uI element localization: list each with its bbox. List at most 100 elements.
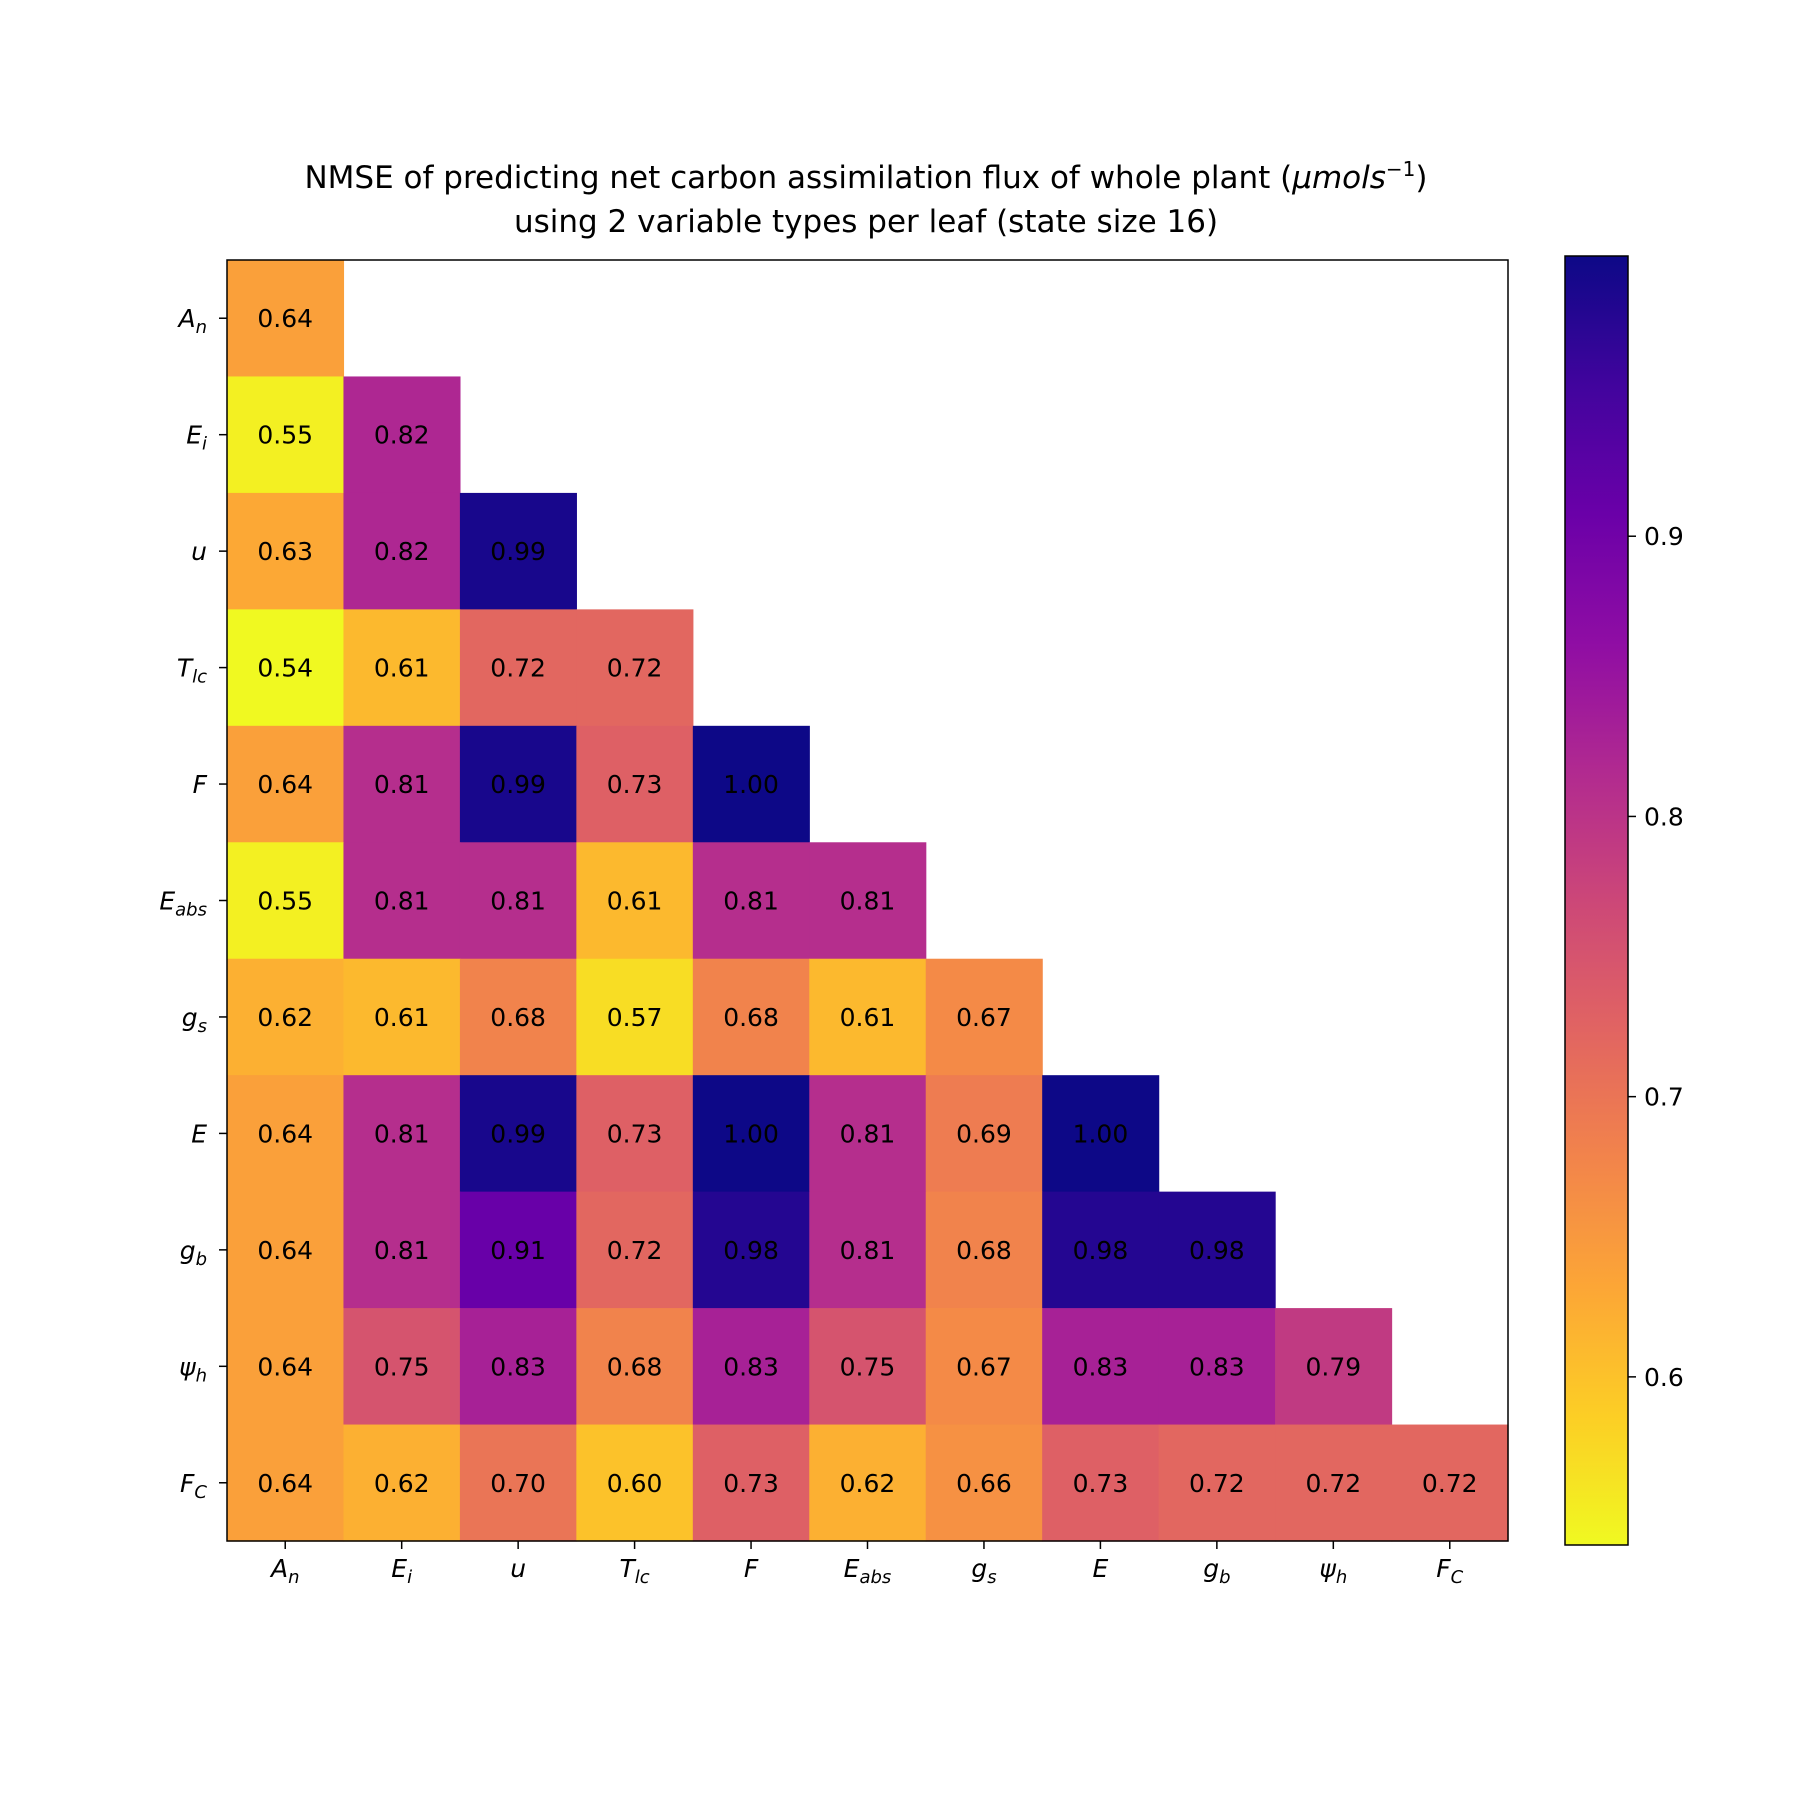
y-tick-label: u [191, 537, 207, 566]
colorbar [1564, 255, 1629, 1546]
heatmap-cell [227, 1424, 345, 1542]
cell-value-label: 0.73 [1073, 1469, 1129, 1498]
heatmap-cell [227, 609, 345, 727]
heatmap-cell [809, 1424, 927, 1542]
heatmap-cell [576, 842, 694, 960]
cell-value-label: 0.81 [374, 770, 430, 799]
heatmap-cell [576, 1191, 694, 1309]
heatmap-cell [459, 842, 577, 960]
y-tick-label: F [193, 770, 208, 799]
y-tick-label: Eabs [159, 887, 207, 921]
cell-value-label: 0.79 [1305, 1352, 1361, 1381]
heatmap-cell [576, 1075, 694, 1193]
cell-value-label: 0.55 [257, 887, 313, 916]
heatmap-cell [925, 958, 1043, 1076]
cell-value-label: 0.82 [374, 537, 430, 566]
heatmap-cell [692, 842, 810, 960]
heatmap-cell [1275, 1424, 1393, 1542]
cell-value-label: 0.72 [1422, 1469, 1478, 1498]
heatmap-cell [576, 1424, 694, 1542]
heatmap-cell [459, 1191, 577, 1309]
heatmap-cell [459, 958, 577, 1076]
heatmap-cell [576, 1308, 694, 1426]
heatmap-cell [1391, 1424, 1509, 1542]
cell-value-label: 0.69 [956, 1119, 1012, 1148]
cell-value-label: 0.63 [257, 537, 313, 566]
heatmap-cells: 0.64 0.55 0.82 0.63 0.82 0.99 0.54 0.61 0.72 0.72… [227, 260, 1509, 1542]
cell-value-label: 0.64 [257, 1119, 313, 1148]
heatmap-cell [692, 725, 810, 843]
cell-value-label: 0.81 [840, 1119, 896, 1148]
x-tick-label: gs [971, 1554, 996, 1588]
cell-value-label: 0.64 [257, 1469, 313, 1498]
cell-value-label: 0.73 [723, 1469, 779, 1498]
axis-ticks: An An Ei Ei u u Tlc Tlc F F Eabs Eabs gs gs E Egb gb ψh ψh… [159, 304, 1463, 1588]
cell-value-label: 0.98 [723, 1236, 779, 1265]
cell-value-label: 0.68 [607, 1352, 663, 1381]
cell-value-label: 0.64 [257, 770, 313, 799]
heatmap-cell [459, 492, 577, 610]
x-tick-label: Ei [391, 1554, 412, 1588]
y-tick-label: E [191, 1119, 207, 1148]
heatmap-cell [1275, 1308, 1393, 1426]
cell-value-label: 0.98 [1189, 1236, 1245, 1265]
cell-value-label: 0.61 [374, 654, 430, 683]
cell-value-label: 0.83 [1189, 1352, 1245, 1381]
colorbar-tick-label: 0.6 [1644, 1363, 1684, 1392]
heatmap-cell [925, 1191, 1043, 1309]
heatmap-cell [576, 958, 694, 1076]
cell-value-label: 0.54 [257, 654, 313, 683]
heatmap-cell [925, 1424, 1043, 1542]
cell-value-label: 0.83 [1073, 1352, 1129, 1381]
heatmap-cell [925, 1308, 1043, 1426]
heatmap-cell [343, 376, 461, 494]
cell-value-label: 0.99 [490, 1119, 546, 1148]
heatmap-cell [809, 958, 927, 1076]
x-tick-label: E [1093, 1554, 1109, 1583]
cell-value-label: 0.81 [374, 1119, 430, 1148]
heatmap-cell [459, 1308, 577, 1426]
cell-value-label: 0.64 [257, 304, 313, 333]
cell-value-label: 0.73 [607, 770, 663, 799]
cell-value-label: 1.00 [1073, 1119, 1129, 1148]
heatmap-cell [343, 1075, 461, 1193]
heatmap-cell [343, 1191, 461, 1309]
y-tick-label: An [176, 304, 207, 338]
heatmap-cell [343, 958, 461, 1076]
colorbar-ticks: 0.6 0.7 0.8 0.9 [1628, 522, 1684, 1392]
heatmap-cell [809, 1075, 927, 1193]
x-tick-label: FC [1436, 1554, 1463, 1588]
colorbar-tick-label: 0.7 [1644, 1083, 1684, 1112]
heatmap-cell [1042, 1075, 1160, 1193]
y-tick-label: gb [180, 1236, 207, 1270]
cell-value-label: 0.68 [490, 1003, 546, 1032]
cell-value-label: 0.72 [1305, 1469, 1361, 1498]
cell-value-label: 0.72 [1189, 1469, 1245, 1498]
heatmap-cell [227, 1191, 345, 1309]
cell-value-label: 0.98 [1073, 1236, 1129, 1265]
cell-value-label: 0.61 [374, 1003, 430, 1032]
y-tick-label: FC [180, 1469, 207, 1503]
cell-value-label: 0.55 [257, 421, 313, 450]
cell-value-label: 0.72 [607, 654, 663, 683]
x-tick-label: Eabs [844, 1554, 892, 1588]
cell-value-label: 0.62 [840, 1469, 896, 1498]
x-tick-label: Tlc [619, 1554, 649, 1588]
heatmap-cell [1158, 1191, 1276, 1309]
heatmap-cell [1042, 1424, 1160, 1542]
heatmap-cell [1042, 1308, 1160, 1426]
cell-value-label: 0.66 [956, 1469, 1012, 1498]
heatmap-cell [692, 1308, 810, 1426]
cell-value-label: 0.83 [490, 1352, 546, 1381]
heatmap-cell [343, 1308, 461, 1426]
x-tick-label: F [744, 1554, 759, 1583]
heatmap-cell [343, 1424, 461, 1542]
cell-value-label: 0.67 [956, 1352, 1012, 1381]
chart-title-line1: NMSE of predicting net carbon assimilati… [304, 157, 1427, 196]
cell-value-label: 0.62 [257, 1003, 313, 1032]
cell-value-label: 0.72 [607, 1236, 663, 1265]
heatmap-cell [459, 725, 577, 843]
cell-value-label: 0.99 [490, 770, 546, 799]
heatmap-cell [692, 958, 810, 1076]
